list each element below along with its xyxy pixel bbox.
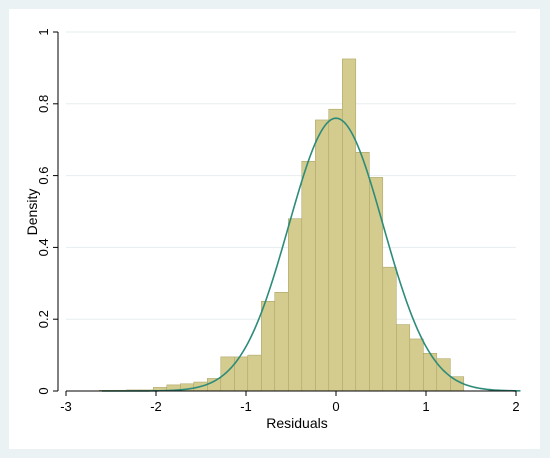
histogram-bar-23 (409, 338, 424, 392)
histogram-bar-20 (369, 177, 384, 392)
y-tick-label-1: 0.2 (36, 310, 51, 328)
y-tick-label-0: 0 (36, 387, 51, 394)
y-tick-label-4: 0.8 (36, 95, 51, 113)
x-axis-ticks: -3 -2 -1 0 1 2 (60, 391, 520, 414)
histogram-bar-15 (301, 160, 316, 392)
histogram-bar-11 (247, 354, 262, 392)
histogram-bar-17 (328, 108, 343, 392)
x-axis-title: Residuals (266, 415, 327, 431)
x-tick-label-3: 0 (332, 399, 339, 414)
y-axis-title: Density (24, 189, 40, 236)
histogram-bar-16 (315, 119, 330, 392)
normal-density-curve (102, 117, 521, 392)
histogram-bar-12 (261, 301, 276, 392)
histogram-bar-22 (396, 324, 411, 392)
histogram-bar-8 (207, 378, 222, 392)
histogram-bar-19 (355, 152, 370, 392)
x-tick-label-2: -1 (240, 399, 252, 414)
x-tick-label-4: 1 (422, 399, 429, 414)
x-tick-label-1: -2 (150, 399, 162, 414)
histogram-bar-21 (382, 266, 397, 392)
histogram-bar-18 (342, 58, 357, 392)
y-tick-label-2: 0.4 (36, 238, 51, 256)
y-axis-ticks: 0 0.2 0.4 0.6 0.8 1 (36, 28, 58, 395)
histogram-bar-14 (288, 218, 303, 392)
y-tick-label-3: 0.6 (36, 167, 51, 185)
histogram-bar-9 (220, 356, 235, 392)
axes (57, 32, 516, 392)
x-tick-label-5: 2 (512, 399, 519, 414)
histogram-bar-13 (274, 292, 289, 392)
y-tick-label-5: 1 (36, 28, 51, 35)
x-tick-label-0: -3 (60, 399, 72, 414)
